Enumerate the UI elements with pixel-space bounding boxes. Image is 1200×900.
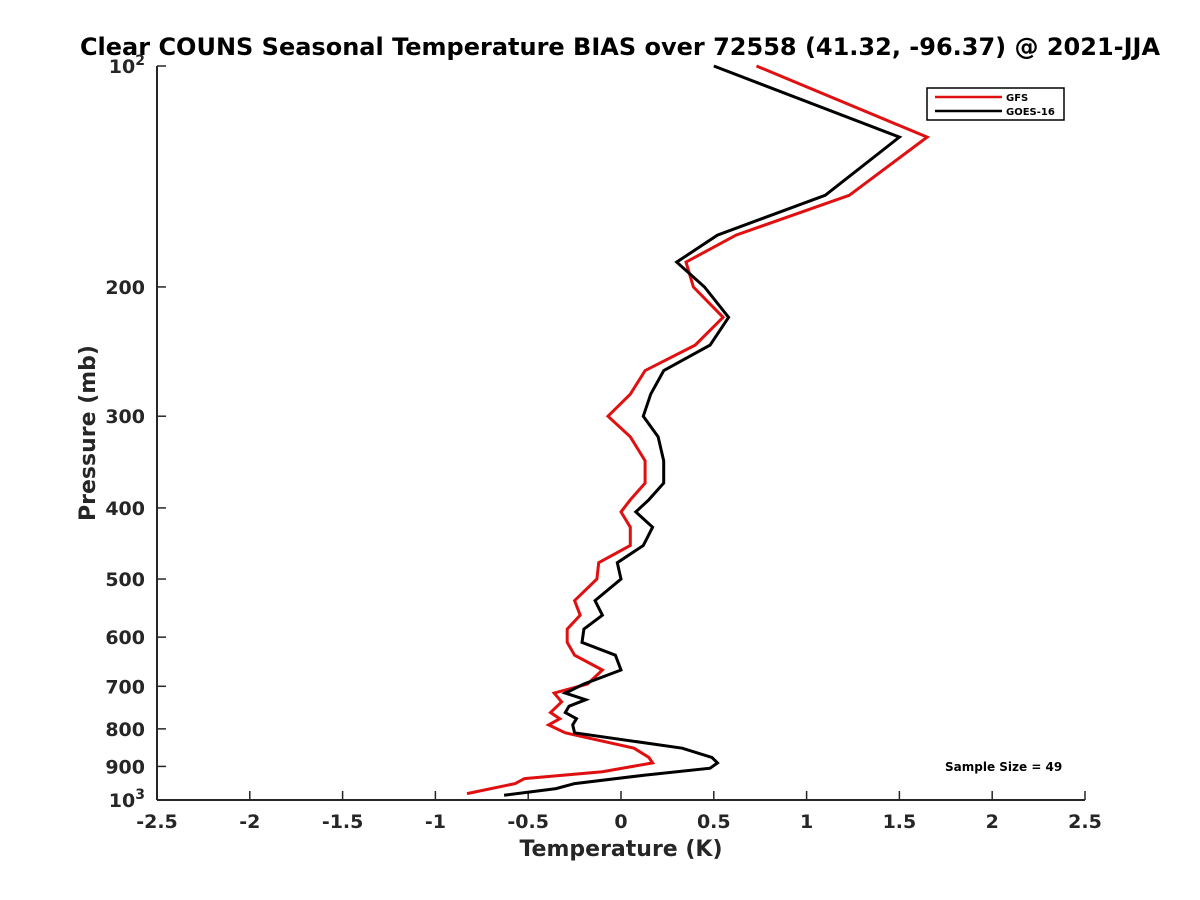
x-tick-label: 2.5 xyxy=(1068,811,1102,833)
series-lines xyxy=(466,64,931,797)
legend-box xyxy=(926,87,1065,121)
x-tick-label: 2 xyxy=(986,811,999,833)
legend-label-gfs: GFS xyxy=(1006,93,1028,104)
y-tick-label: 103 xyxy=(109,787,145,812)
x-tick-label: -1 xyxy=(425,811,446,833)
x-ticks: -2.5 -2 -1.5 -1 -0.5 0 0.5 1 1.5 2 2.5 xyxy=(136,791,1102,833)
series-line-goes16 xyxy=(503,64,903,797)
x-tick-label: -1.5 xyxy=(322,811,364,833)
y-ticks: 102 200 300 400 500 600 700 800 900 103 xyxy=(105,53,166,812)
y-axis-label: Pressure (mb) xyxy=(76,345,101,521)
sample-size-annotation: Sample Size = 49 xyxy=(945,760,1062,774)
y-tick-label: 600 xyxy=(105,627,145,649)
y-tick-label: 102 xyxy=(109,53,145,78)
legend: GFS GOES-16 xyxy=(926,87,1065,121)
y-tick-label: 400 xyxy=(105,498,145,520)
x-tick-label: 1.5 xyxy=(883,811,917,833)
x-tick-label: 0 xyxy=(614,811,627,833)
y-tick-label: 200 xyxy=(105,277,145,299)
y-tick-label: 800 xyxy=(105,719,145,741)
legend-label-goes16: GOES-16 xyxy=(1006,107,1055,118)
chart-title: Clear COUNS Seasonal Temperature BIAS ov… xyxy=(80,33,1161,61)
x-axis-label: Temperature (K) xyxy=(519,837,722,862)
y-tick-label: 300 xyxy=(105,406,145,428)
series-line-gfs xyxy=(466,64,931,796)
x-tick-label: 0.5 xyxy=(697,811,731,833)
y-tick-label: 900 xyxy=(105,756,145,778)
x-tick-label: 1 xyxy=(800,811,813,833)
x-tick-label: -0.5 xyxy=(507,811,549,833)
x-tick-label: -2 xyxy=(239,811,260,833)
y-tick-label: 700 xyxy=(105,676,145,698)
y-tick-label: 500 xyxy=(105,569,145,591)
x-tick-label: -2.5 xyxy=(136,811,178,833)
